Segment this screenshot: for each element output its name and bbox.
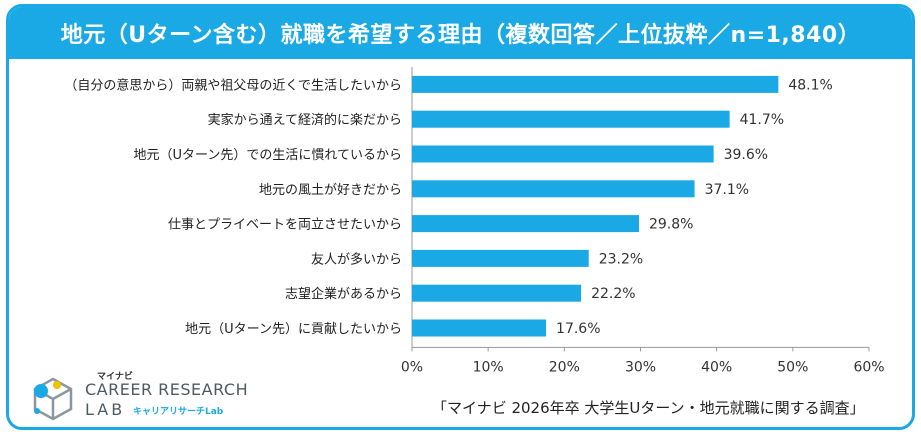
value-label: 37.1% (705, 182, 749, 198)
bar (412, 319, 547, 337)
category-label: 実家から通えて経済的に楽だから (208, 112, 402, 128)
category-label: 地元の風土が好きだから (259, 183, 402, 198)
value-label: 48.1% (788, 77, 832, 93)
value-label: 23.2% (599, 251, 643, 267)
value-label: 39.6% (724, 147, 768, 163)
x-tick-label: 40% (701, 359, 732, 375)
x-tick-label: 10% (473, 359, 504, 375)
bar-chart: 0% 10% 20% 30% 40% 50% 60% （自分の意思から）両親や祖父母の近くで生… (64, 67, 885, 375)
category-label: 地元（Uターン先）での生活に慣れているから (134, 147, 402, 163)
career-research-lab-logo: マイナビ CAREER RESEARCH LAB キャリアリサーチLab (27, 369, 249, 427)
category-label: 地元（Uターン先）に貢献したいから (185, 322, 402, 337)
bar (412, 215, 639, 233)
value-label: 41.7% (740, 112, 784, 128)
value-label: 29.8% (649, 217, 693, 233)
logo-brand-small: マイナビ (97, 372, 133, 382)
bar (412, 110, 730, 128)
value-label: 17.6% (556, 321, 600, 337)
category-label: 友人が多いから (311, 251, 402, 267)
x-tick-label: 50% (777, 359, 808, 375)
x-tick-label: 20% (549, 359, 580, 375)
cube-logo-icon (33, 377, 73, 421)
x-tick-label: 0% (401, 359, 423, 375)
x-tick-label: 30% (625, 359, 656, 375)
logo-lab-text: LAB (85, 400, 126, 419)
bar (412, 75, 779, 93)
category-label: （自分の意思から）両親や祖父母の近くで生活したいから (64, 77, 402, 93)
bar (412, 249, 589, 267)
category-label: 志望企業があるから (285, 286, 402, 302)
x-tick-label: 60% (853, 359, 884, 375)
logo-main-text: CAREER RESEARCH (85, 380, 249, 399)
survey-source: 「マイナビ 2026年卒 大学生Uターン・地元就職に関する調査」 (432, 399, 865, 417)
value-label: 22.2% (591, 286, 635, 302)
logo-sub-text: キャリアリサーチLab (133, 407, 224, 417)
bar (412, 284, 582, 302)
bar (412, 145, 714, 163)
category-label: 仕事とプライベートを両立させたいから (168, 218, 402, 233)
chart-title: 地元（Uターン含む）就職を希望する理由（複数回答／上位抜粋／n=1,840） (9, 7, 912, 59)
bar (412, 180, 695, 198)
chart-frame: 地元（Uターン含む）就職を希望する理由（複数回答／上位抜粋／n=1,840） 0… (6, 4, 915, 430)
